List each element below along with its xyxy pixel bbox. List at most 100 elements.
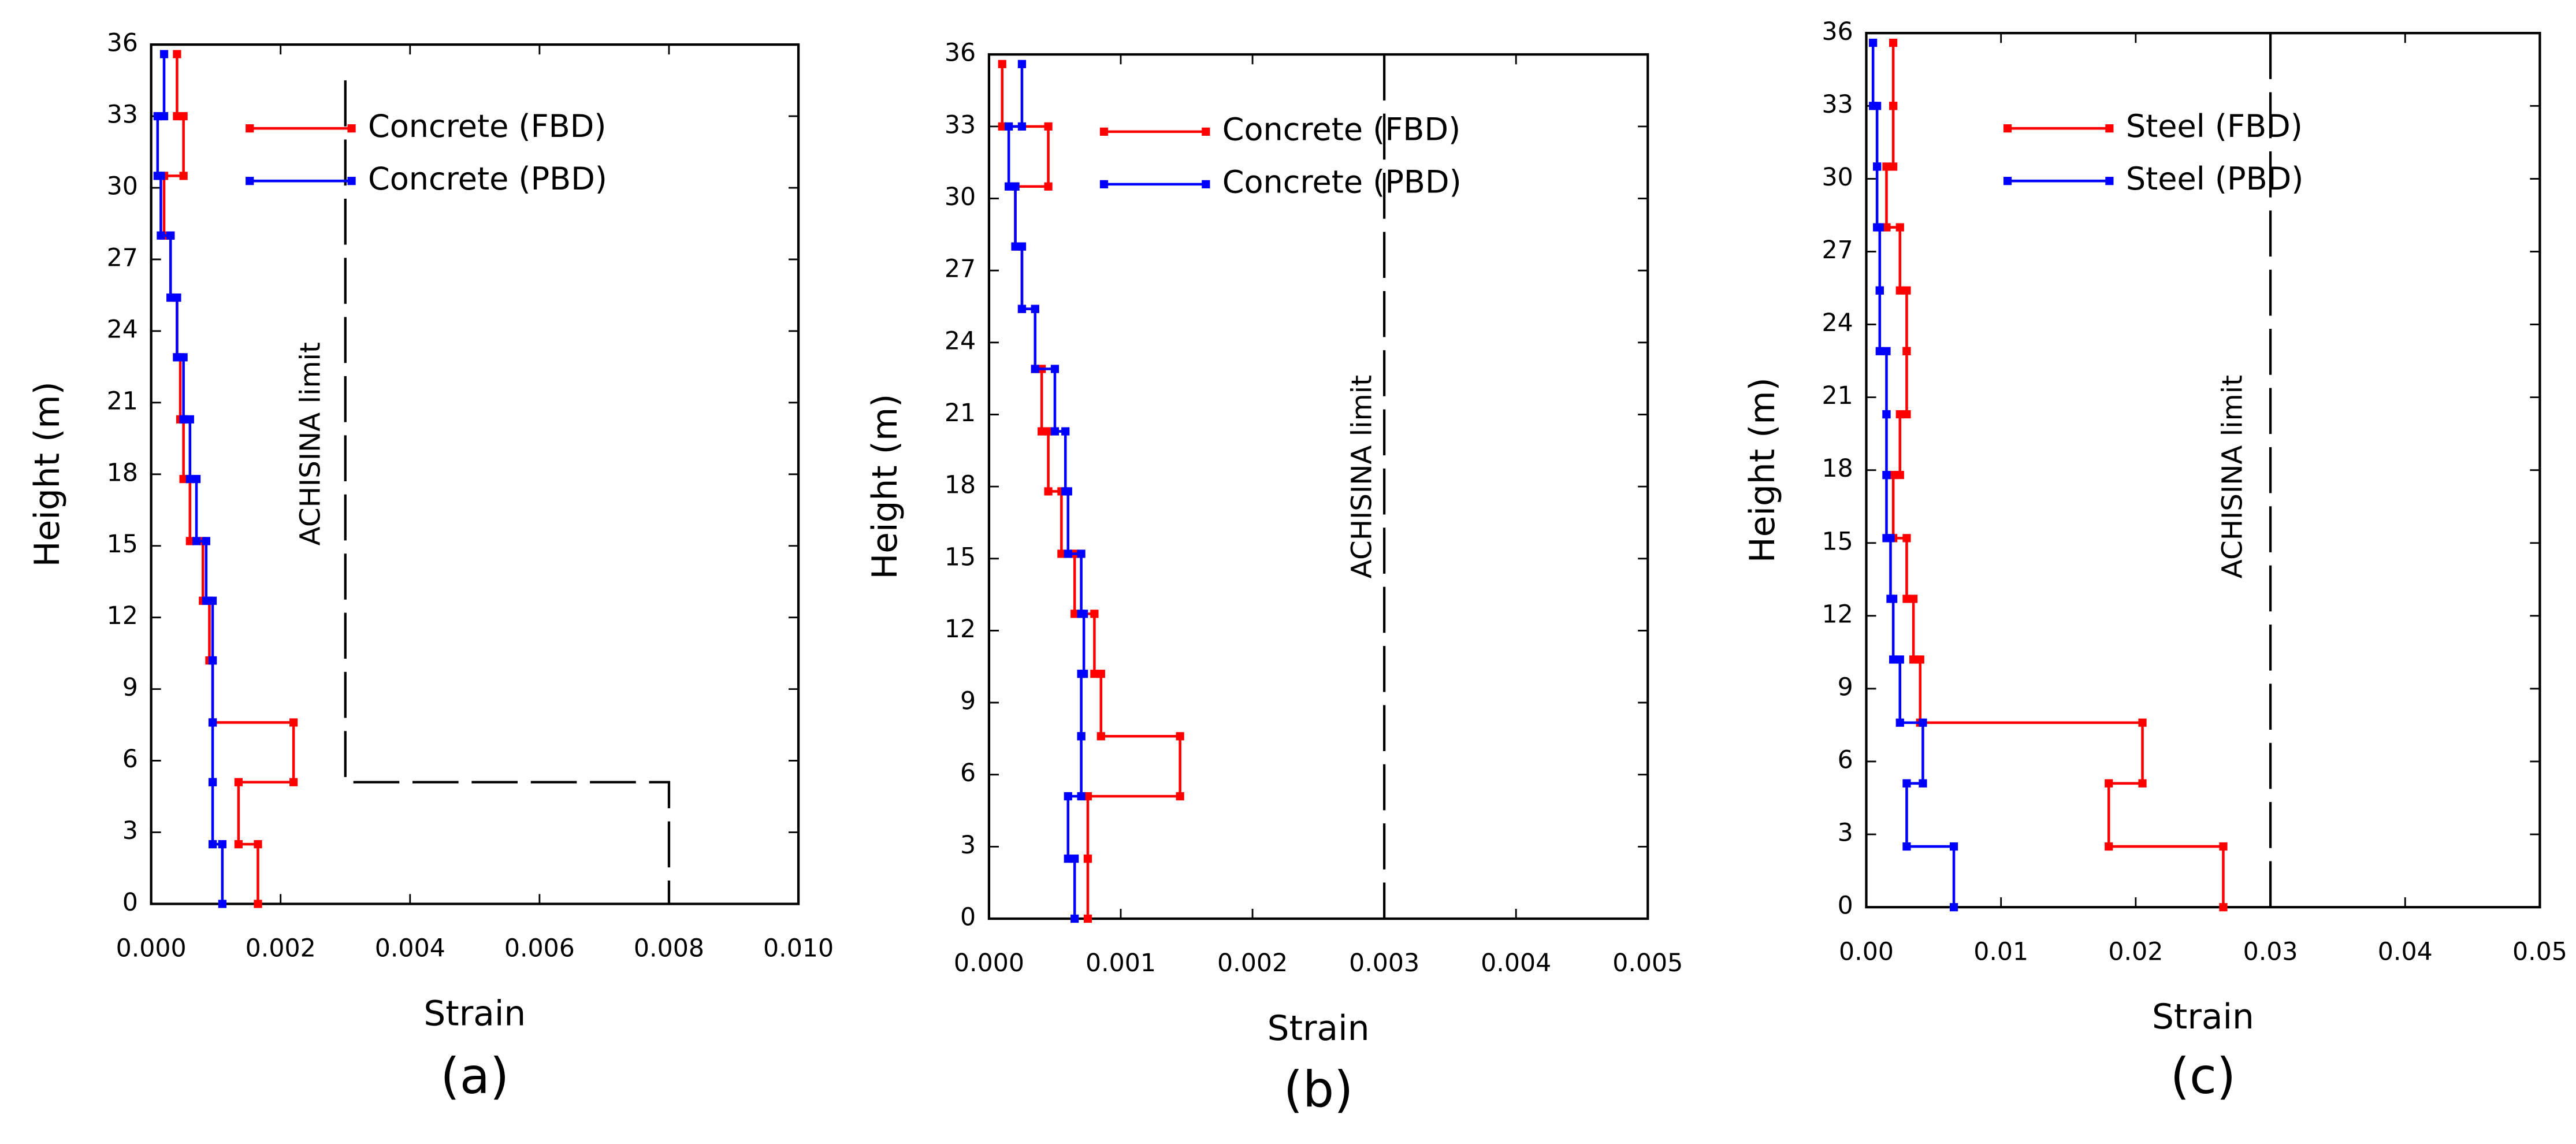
series-marker [1005,122,1013,131]
y-tick-label: 0 [960,903,976,932]
series-marker [2105,842,2113,851]
series-marker [254,900,262,908]
series-marker [2105,779,2113,788]
series-marker [153,112,162,121]
legend-marker [2003,124,2012,133]
y-tick-label: 15 [107,530,138,559]
series-marker [1902,595,1911,603]
series-marker [179,112,188,121]
legend-label: Steel (FBD) [2126,108,2303,144]
series-marker [185,537,194,545]
series-marker [1882,470,1891,480]
series-marker [1889,655,1898,664]
series-marker [1895,410,1904,419]
series-marker [1902,842,1911,851]
series-marker [1080,670,1088,678]
series-marker [234,840,243,849]
y-tick-label: 15 [945,543,976,571]
legend-label: Concrete (FBD) [1222,112,1460,148]
series-marker [192,537,201,545]
series-marker [1909,655,1918,664]
series-marker [1875,286,1884,295]
series-marker [2138,718,2147,727]
panel-caption: (b) [1284,1061,1354,1119]
legend-marker [246,124,254,133]
legend-label: Concrete (PBD) [1222,164,1462,200]
series-marker [208,656,217,665]
y-tick-label: 21 [107,387,138,415]
y-tick-label: 12 [107,601,138,630]
y-axis-label: Height (m) [28,381,68,567]
legend-label: Concrete (FBD) [368,108,606,144]
series-marker [173,353,181,362]
x-axis-label: Strain [423,994,526,1034]
legend-label: Concrete (PBD) [368,161,607,197]
y-axis-label: Height (m) [865,394,905,580]
series-marker [289,718,298,727]
series-marker [1889,470,1898,480]
series-marker [153,172,162,180]
y-tick-label: 0 [1838,892,1853,920]
series-marker [1077,610,1086,618]
series-marker [202,537,210,545]
legend-marker [1202,127,1210,136]
x-tick-label: 0.005 [1612,949,1683,978]
series-marker [2138,779,2147,788]
series-marker [166,231,175,240]
y-tick-label: 24 [945,326,976,355]
series-marker [1070,610,1079,618]
series-marker [192,474,201,484]
series-marker [1882,162,1891,171]
legend-marker [246,177,254,185]
y-tick-label: 24 [107,315,138,344]
series-marker [1031,304,1039,313]
series-marker [1083,914,1092,923]
series-marker [1061,487,1070,496]
series-marker [1077,792,1086,801]
legend-marker [1202,180,1210,188]
legend-marker [347,177,356,185]
series-marker [208,778,217,786]
y-tick-label: 30 [1822,163,1853,192]
x-axis-label: Strain [1267,1009,1370,1049]
x-tick-label: 0.000 [116,934,187,963]
y-tick-label: 18 [107,458,138,487]
series-marker [1882,534,1891,543]
series-marker [1057,549,1066,558]
series-marker [1038,427,1046,436]
series-marker [1889,38,1898,47]
x-tick-label: 0.003 [1349,949,1419,978]
x-tick-label: 0.010 [763,934,834,963]
series-marker [1176,792,1184,801]
series-marker [1050,427,1060,436]
series-marker [185,474,194,484]
y-tick-label: 6 [960,759,976,788]
limit-line [344,80,671,904]
series-marker [166,293,175,302]
series-marker [185,415,194,424]
series-marker [1044,487,1053,496]
x-tick-label: 0.05 [2512,937,2567,966]
legend-marker [2105,177,2114,185]
x-tick-label: 0.01 [1973,937,2028,966]
series-marker [1096,670,1105,678]
y-tick-label: 21 [945,399,976,428]
series-marker [1005,182,1013,191]
x-axis-label: Strain [2152,997,2254,1037]
legend-marker [347,124,356,133]
series-marker [1077,732,1086,741]
series-marker [1017,304,1027,313]
series-marker [1916,655,1924,664]
x-tick-label: 0.008 [634,934,704,963]
series-marker [179,474,188,484]
series-marker [2219,842,2228,851]
series-marker [1902,347,1911,355]
y-tick-label: 9 [1838,673,1853,701]
series-marker [1882,223,1891,232]
legend-marker [1099,180,1109,188]
x-tick-label: 0.000 [954,949,1024,978]
series-marker [218,840,226,849]
series-marker [179,353,188,362]
limit-annotation: ACHISINA limit [1345,375,1378,578]
